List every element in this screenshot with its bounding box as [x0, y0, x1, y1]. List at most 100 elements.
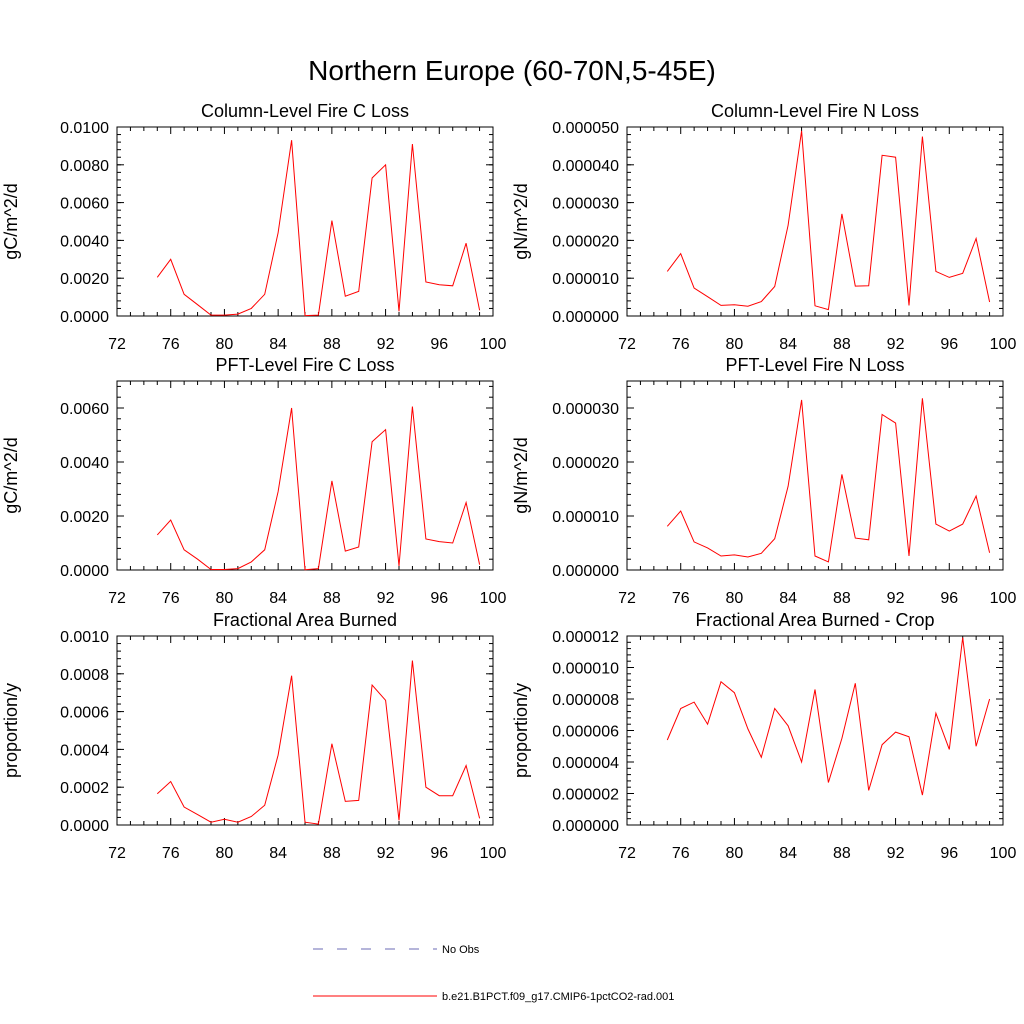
panel-title: Column-Level Fire N Loss: [711, 101, 919, 121]
x-tick-label: 76: [672, 590, 690, 607]
y-tick-label: 0.0008: [60, 667, 109, 684]
panel-title: Column-Level Fire C Loss: [201, 101, 409, 121]
x-tick-label: 88: [833, 845, 851, 862]
chart-panel-5: Fractional Area Burned 72 76 80 84 88 92 96 100 0…: [1, 610, 506, 862]
x-tick-label: 80: [216, 845, 234, 862]
x-tick-label: 80: [216, 590, 234, 607]
x-tick-label: 92: [887, 590, 905, 607]
plot-frame: [116, 635, 494, 826]
y-tick-label: 0.0000: [60, 563, 109, 580]
series-line: [156, 406, 481, 571]
y-tick-label: 0.000000: [552, 309, 619, 326]
y-axis-label: gC/m^2/d: [1, 183, 21, 259]
y-tick-label: 0.000030: [552, 196, 619, 213]
x-tick-label: 76: [672, 336, 690, 353]
y-axis-label: gN/m^2/d: [511, 183, 531, 259]
y-axis-label: proportion/y: [1, 683, 21, 778]
x-tick-label: 76: [162, 590, 180, 607]
x-tick-label: 76: [162, 845, 180, 862]
x-tick-label: 92: [887, 845, 905, 862]
legend-label-2: b.e21.B1PCT.f09_g17.CMIP6-1pctCO2-rad.00…: [442, 991, 674, 1003]
y-tick-label: 0.000030: [552, 401, 619, 418]
plot-frame: [116, 126, 494, 317]
x-tick-label: 76: [162, 336, 180, 353]
x-tick-label: 88: [323, 845, 341, 862]
legend-label-1: No Obs: [442, 944, 480, 956]
x-tick-label: 88: [833, 336, 851, 353]
y-tick-label: 0.000012: [552, 629, 619, 646]
plot-frame: [626, 635, 1004, 826]
x-tick-label: 92: [377, 590, 395, 607]
x-tick-label: 72: [618, 845, 636, 862]
y-tick-label: 0.000000: [552, 563, 619, 580]
plot-frame: [626, 380, 1004, 571]
x-tick-label: 84: [779, 590, 797, 607]
series-line: [156, 140, 481, 317]
x-tick-label: 96: [940, 336, 958, 353]
series-line: [666, 398, 991, 563]
y-tick-label: 0.0100: [60, 120, 109, 137]
panel-title: PFT-Level Fire N Loss: [725, 355, 904, 375]
y-tick-label: 0.0006: [60, 705, 109, 722]
series-line: [666, 130, 991, 311]
x-tick-label: 72: [618, 590, 636, 607]
chart-panel-2: Column-Level Fire N Loss 72 76 80 84 88 92 96 10…: [511, 101, 1016, 353]
x-tick-label: 96: [940, 590, 958, 607]
y-tick-label: 0.0020: [60, 271, 109, 288]
x-tick-label: 80: [726, 336, 744, 353]
y-tick-label: 0.0004: [60, 742, 109, 759]
y-tick-label: 0.0010: [60, 629, 109, 646]
y-tick-label: 0.0020: [60, 509, 109, 526]
y-tick-label: 0.0000: [60, 309, 109, 326]
x-tick-label: 88: [323, 590, 341, 607]
legend: No Obs b.e21.B1PCT.f09_g17.CMIP6-1pctCO2-…: [313, 944, 674, 1003]
chart-panel-6: Fractional Area Burned - Crop 72 76 80 84 88 9…: [511, 610, 1016, 862]
x-tick-label: 96: [430, 590, 448, 607]
y-tick-label: 0.000002: [552, 787, 619, 804]
x-tick-label: 84: [779, 845, 797, 862]
y-tick-label: 0.000010: [552, 271, 619, 288]
x-tick-label: 80: [216, 336, 234, 353]
y-tick-label: 0.000010: [552, 661, 619, 678]
x-tick-label: 100: [990, 845, 1017, 862]
x-tick-label: 76: [672, 845, 690, 862]
y-tick-label: 0.000008: [552, 692, 619, 709]
plot-frame: [116, 380, 494, 571]
y-tick-label: 0.0060: [60, 196, 109, 213]
y-tick-label: 0.000040: [552, 158, 619, 175]
y-tick-label: 0.0000: [60, 818, 109, 835]
panel-title: PFT-Level Fire C Loss: [215, 355, 394, 375]
x-tick-label: 92: [377, 336, 395, 353]
x-tick-label: 72: [618, 336, 636, 353]
x-tick-label: 100: [480, 590, 507, 607]
x-tick-label: 80: [726, 845, 744, 862]
y-tick-label: 0.000010: [552, 509, 619, 526]
panel-title: Fractional Area Burned - Crop: [695, 610, 934, 630]
figure-title: Northern Europe (60-70N,5-45E): [308, 55, 716, 86]
x-tick-label: 96: [430, 336, 448, 353]
chart-panel-3: PFT-Level Fire C Loss 72 76 80 84 88 92 96 100 0.…: [1, 355, 506, 607]
x-tick-label: 84: [269, 336, 287, 353]
x-tick-label: 72: [108, 590, 126, 607]
y-tick-label: 0.000020: [552, 233, 619, 250]
x-tick-label: 92: [887, 336, 905, 353]
x-tick-label: 100: [480, 845, 507, 862]
y-axis-label: gN/m^2/d: [511, 437, 531, 513]
x-tick-label: 88: [833, 590, 851, 607]
y-tick-label: 0.0080: [60, 158, 109, 175]
y-tick-label: 0.0060: [60, 401, 109, 418]
plot-frame: [626, 126, 1004, 317]
x-tick-label: 100: [480, 336, 507, 353]
x-tick-label: 100: [990, 590, 1017, 607]
panels: Column-Level Fire C Loss 72 76 80 84 88 92 96 10…: [1, 101, 1016, 862]
series-line: [666, 637, 991, 796]
x-tick-label: 72: [108, 336, 126, 353]
y-tick-label: 0.000020: [552, 455, 619, 472]
y-tick-label: 0.000006: [552, 724, 619, 741]
x-tick-label: 96: [940, 845, 958, 862]
chart-panel-4: PFT-Level Fire N Loss 72 76 80 84 88 92 96 100 0.…: [511, 355, 1016, 607]
x-tick-label: 88: [323, 336, 341, 353]
y-axis-label: gC/m^2/d: [1, 437, 21, 513]
x-tick-label: 72: [108, 845, 126, 862]
